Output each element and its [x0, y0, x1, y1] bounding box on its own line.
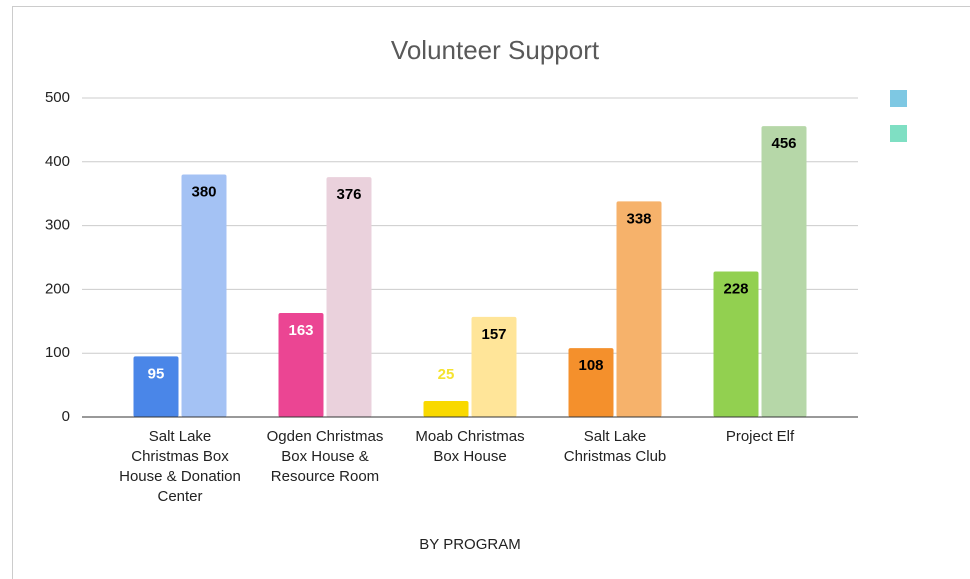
chart-title: Volunteer Support [391, 35, 600, 65]
x-tick-label-line: Salt Lake [584, 428, 647, 445]
data-label: 163 [288, 322, 313, 339]
bar [278, 313, 324, 417]
bar [133, 356, 179, 417]
bar [616, 201, 662, 417]
bar [326, 177, 372, 417]
bar [181, 174, 227, 417]
data-label: 95 [148, 365, 165, 382]
x-tick-label-line: Ogden Christmas [267, 428, 384, 445]
y-tick-label: 100 [45, 344, 70, 361]
data-label: 456 [771, 135, 796, 152]
data-label: 338 [626, 210, 651, 227]
x-tick-label-line: House & Donation [119, 468, 241, 485]
y-tick-label: 500 [45, 89, 70, 106]
data-label: 376 [336, 186, 361, 203]
x-tick-label-line: Project Elf [726, 428, 795, 445]
data-label: 108 [578, 357, 603, 374]
data-label: 380 [191, 184, 216, 201]
x-tick-label-line: Christmas Box [131, 448, 229, 465]
y-tick-label: 200 [45, 280, 70, 297]
x-tick-label-line: Christmas Club [564, 448, 667, 465]
bar [761, 126, 807, 418]
x-tick-label-line: Moab Christmas [415, 428, 524, 445]
x-tick-label-line: Salt Lake [149, 428, 212, 445]
data-label: 228 [723, 281, 748, 298]
data-label: 157 [481, 326, 506, 343]
x-tick-label: Ogden Christmas Box House & Resource Room [267, 428, 384, 485]
x-tick-label: Moab Christmas Box House [415, 428, 524, 465]
bar [471, 316, 517, 417]
x-tick-label: Salt Lake Christmas Box House & Donation Ce… [119, 428, 241, 505]
y-tick-label: 0 [62, 408, 70, 425]
x-tick-label: Project Elf [726, 428, 795, 445]
x-tick-label-line: Resource Room [271, 468, 379, 485]
y-tick-label: 400 [45, 153, 70, 170]
data-label: 25 [438, 366, 455, 383]
x-tick-label-line: Box House & [281, 448, 369, 465]
bar [568, 348, 614, 417]
x-axis-label: BY PROGRAM [419, 536, 520, 553]
legend-swatch [890, 125, 907, 142]
bar [713, 271, 759, 417]
legend-swatch [890, 90, 907, 107]
x-tick-label: Salt Lake Christmas Club [564, 428, 667, 465]
x-tick-label-line: Box House [433, 448, 506, 465]
bar [423, 401, 469, 417]
x-tick-label-line: Center [157, 488, 202, 505]
y-tick-label: 300 [45, 217, 70, 234]
